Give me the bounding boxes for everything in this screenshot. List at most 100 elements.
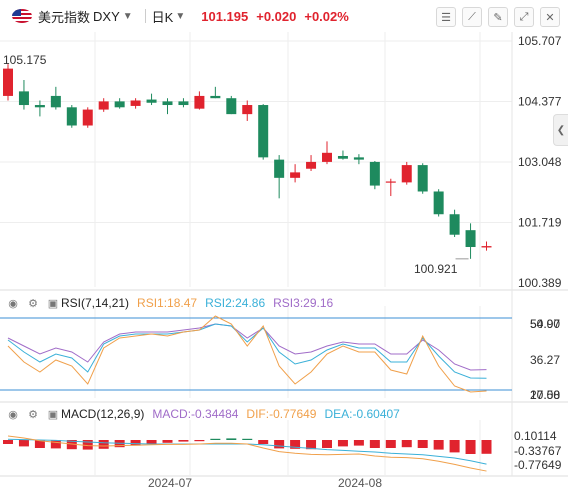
macd-tick-label: 0.10114 — [514, 429, 557, 443]
eraser-icon[interactable]: ✎ — [488, 7, 508, 27]
candle-body — [146, 99, 157, 103]
dif-value: DIF:-0.77649 — [246, 407, 317, 421]
chart-grid — [0, 32, 568, 477]
candle-body — [465, 230, 476, 248]
macd-bar — [353, 440, 364, 446]
candle-body — [274, 159, 285, 178]
price-axis: 105.707 104.377 103.048 101.719 100.389 — [518, 34, 562, 290]
macd-histogram — [3, 438, 492, 454]
price-tick-label: 105.707 — [518, 34, 562, 48]
candle-body — [385, 181, 396, 183]
macd-bar — [66, 440, 77, 450]
symbol-code[interactable]: DXY — [93, 8, 120, 24]
candle-body — [369, 161, 380, 186]
rsi-tick-label: 50.00 — [530, 317, 560, 331]
macd-lines — [7, 435, 487, 472]
macd-bar — [337, 440, 348, 447]
candle-body — [194, 95, 205, 109]
candle-body — [242, 105, 253, 115]
candle-body — [401, 165, 412, 183]
settings-icon[interactable]: ⚙ — [28, 297, 38, 310]
candle-body — [82, 109, 93, 126]
collapse-panel-icon[interactable]: ❮ — [553, 114, 568, 146]
macd-bar — [417, 440, 428, 448]
macd-bar — [449, 440, 460, 453]
price-change-percent: +0.02% — [304, 8, 349, 24]
macd-bar — [98, 440, 109, 449]
macd-bar — [242, 438, 253, 440]
draw-line-icon[interactable]: ⟋ — [462, 7, 482, 27]
last-price: 101.195 — [201, 8, 249, 24]
macd-name[interactable]: MACD(12,26,9) — [61, 407, 145, 421]
price-change: +0.020 — [256, 8, 297, 24]
candle-body — [337, 155, 348, 159]
macd-bar — [465, 440, 476, 454]
dea-value: DEA:-0.60407 — [324, 407, 400, 421]
candle-body — [306, 161, 317, 169]
macd-bar — [210, 438, 221, 440]
rsi2-value: RSI2:24.86 — [205, 296, 266, 310]
period-chevron-down-icon[interactable]: ▼ — [175, 10, 186, 22]
price-tick-label: 104.377 — [518, 95, 562, 109]
candle-body — [210, 95, 221, 99]
macd-bar — [433, 440, 444, 450]
time-axis: 2024-07 2024-08 — [148, 476, 382, 490]
macd-value: MACD:-0.34484 — [152, 407, 239, 421]
macd-bar — [258, 440, 269, 444]
macd-bar — [481, 440, 492, 454]
candle-body — [322, 152, 332, 162]
candle-body — [290, 172, 301, 178]
candle-body — [114, 101, 125, 108]
macd-bar — [146, 440, 157, 444]
macd-bar — [50, 440, 61, 449]
close-icon[interactable]: ✕ — [540, 7, 560, 27]
quote-header: 美元指数 DXY ▼ 日K ▼ 101.195 +0.020 +0.02% ☰ … — [0, 0, 568, 32]
dif-line — [7, 435, 487, 472]
chart-toolbar: ☰ ⟋ ✎ ⤢ ✕ — [436, 7, 560, 27]
macd-bar — [290, 440, 301, 449]
candle-body — [481, 246, 492, 248]
candle-body — [417, 165, 428, 192]
rsi-series — [0, 315, 512, 393]
rsi3-line — [7, 323, 487, 371]
price-tick-label: 103.048 — [518, 155, 562, 169]
macd-bar — [178, 440, 189, 442]
candle-body — [433, 191, 444, 215]
candle-body — [98, 101, 109, 110]
rsi3-value: RSI3:29.16 — [273, 296, 334, 310]
candle-body — [178, 101, 189, 106]
indicator-select-icon[interactable]: ▣ — [47, 408, 59, 421]
settings-icon[interactable]: ⚙ — [28, 408, 38, 421]
rsi-name[interactable]: RSI(7,14,21) — [61, 296, 130, 310]
indicator-select-icon[interactable]: ▣ — [47, 297, 59, 310]
macd-tick-label: -0.33767 — [514, 444, 562, 458]
rsi-tick-label: 54.97 — [530, 317, 560, 331]
high-price-label: 105.175 — [3, 53, 47, 67]
period-selector[interactable]: 日K — [151, 9, 174, 25]
macd-bar — [322, 440, 332, 448]
us-flag-icon — [12, 9, 32, 23]
macd-bar — [274, 440, 285, 449]
candle-body — [34, 105, 45, 108]
rsi2-line — [7, 323, 487, 379]
candle-body — [130, 100, 141, 106]
chevron-down-icon[interactable]: ▼ — [122, 10, 133, 22]
chart-settings-icon[interactable]: ☰ — [436, 7, 456, 27]
candle-body — [353, 157, 364, 160]
price-tick-label: 100.389 — [518, 276, 562, 290]
macd-bar — [194, 440, 205, 442]
candle-body — [18, 91, 29, 106]
expand-icon[interactable]: ⤢ — [514, 7, 534, 27]
time-tick-label: 2024-08 — [338, 476, 382, 490]
eye-icon[interactable]: ◉ — [8, 297, 18, 310]
macd-tick-label: -0.77649 — [514, 458, 562, 472]
macd-bar — [3, 440, 13, 444]
symbol-name[interactable]: 美元指数 — [38, 9, 91, 25]
price-tick-label: 101.719 — [518, 215, 562, 229]
rsi-tick-label: 36.27 — [530, 353, 560, 367]
rsi-tick-label: 20.00 — [530, 388, 560, 402]
macd-bar — [162, 440, 173, 443]
eye-icon[interactable]: ◉ — [8, 408, 18, 421]
rsi1-line — [7, 315, 487, 393]
